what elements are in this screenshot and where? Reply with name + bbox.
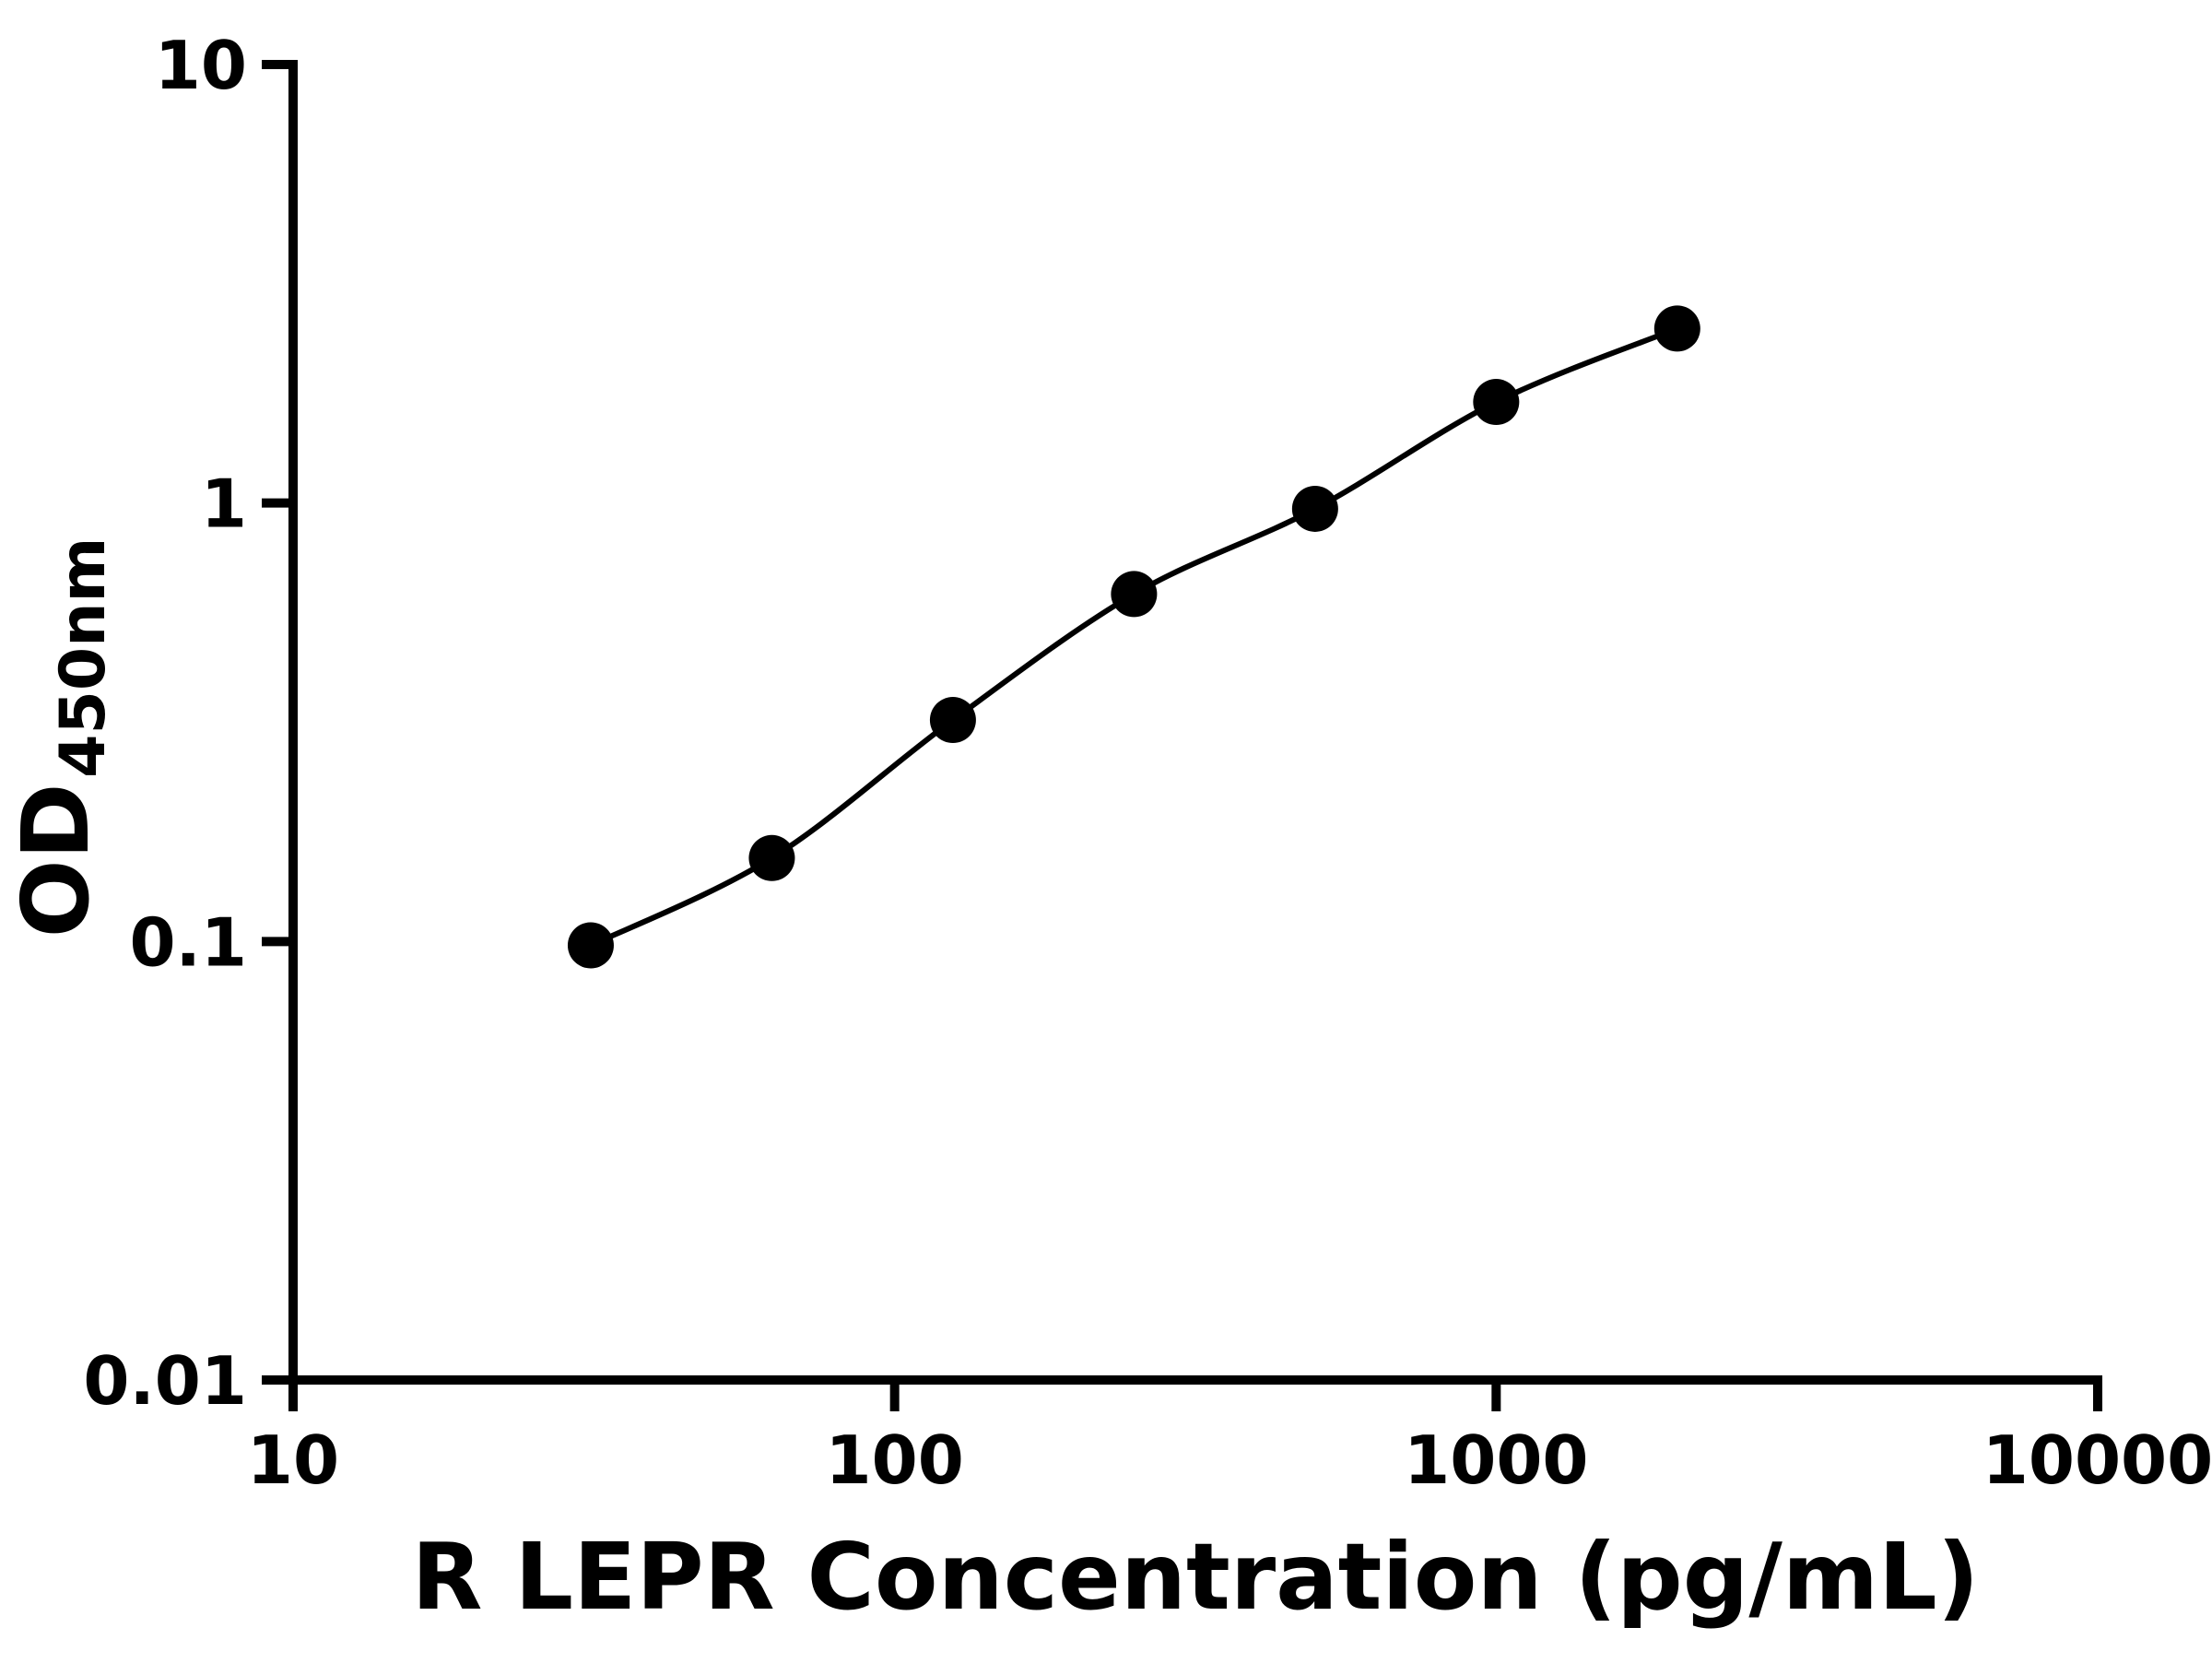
x-tick-label: 10 [247, 1421, 339, 1499]
plot-area: 10 100 1000 10000 0.01 0.1 1 10 [83, 27, 2212, 1499]
data-point [929, 697, 976, 744]
data-point [567, 922, 614, 969]
y-axis-title-subscript: 450nm [47, 537, 120, 778]
y-tick-label: 1 [201, 466, 247, 543]
y-tick-label: 10 [155, 27, 247, 104]
data-point [748, 834, 795, 881]
y-axis-title: OD 450nm [2, 537, 120, 938]
x-tick-label: 10000 [1983, 1421, 2212, 1499]
x-tick-label: 1000 [1404, 1421, 1588, 1499]
x-tick-label: 100 [826, 1421, 964, 1499]
y-axis-title-main: OD [2, 783, 110, 938]
y-tick-label: 0.01 [83, 1342, 247, 1420]
data-point [1653, 305, 1700, 352]
data-point [1291, 485, 1338, 532]
data-point [1473, 379, 1520, 426]
x-axis-title: R LEPR Concentration (pg/mL) [412, 1523, 1980, 1631]
y-tick-label: 0.1 [129, 903, 247, 981]
data-point [1111, 571, 1158, 618]
